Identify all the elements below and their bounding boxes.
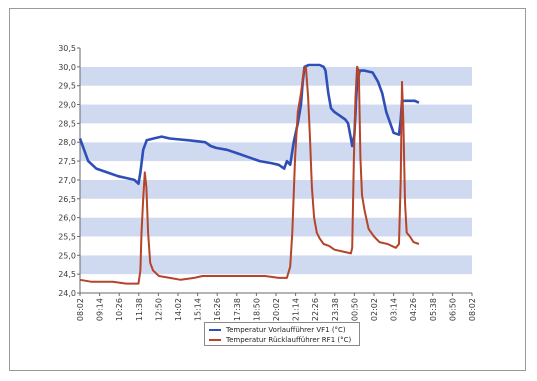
x-tick-label: 08:02 <box>76 298 85 321</box>
x-tick-labels: 08:02 09:14 10:26 11:38 12:50 14:02 15:14 16:26… <box>76 293 477 321</box>
grid-band <box>80 142 472 162</box>
grid-bands <box>80 48 472 293</box>
y-tick-label: 30,0 <box>58 63 76 72</box>
y-tick-label: 25,0 <box>58 251 76 260</box>
legend-label-vf1: Temperatur Vorlaufführer VF1 (°C) <box>226 326 346 334</box>
x-tick-label: 17:38 <box>233 298 242 321</box>
legend: Temperatur Vorlaufführer VF1 (°C) Temper… <box>204 322 360 346</box>
legend-swatch-rf1 <box>209 339 221 341</box>
x-tick-label: 11:38 <box>135 298 144 321</box>
grid-band <box>80 161 472 180</box>
y-tick-label: 28,5 <box>58 119 76 128</box>
x-tick-label: 02:02 <box>370 298 379 321</box>
legend-swatch-vf1 <box>209 329 221 331</box>
grid-band <box>80 217 472 237</box>
grid-band <box>80 255 472 275</box>
x-tick-label: 06:50 <box>448 298 457 321</box>
legend-item-vf1: Temperatur Vorlaufführer VF1 (°C) <box>209 325 355 335</box>
y-tick-label: 24,5 <box>58 270 76 279</box>
x-tick-label: 21:14 <box>292 298 301 321</box>
y-tick-label: 28,0 <box>58 138 76 147</box>
y-tick-label: 24,0 <box>58 289 76 298</box>
grid-band <box>80 66 472 86</box>
x-tick-label: 14:02 <box>174 298 183 321</box>
x-tick-label: 23:38 <box>331 298 340 321</box>
y-tick-label: 29,5 <box>58 82 76 91</box>
grid-band <box>80 179 472 199</box>
x-tick-label: 08:02 <box>468 298 477 321</box>
legend-label-rf1: Temperatur Rücklaufführer RF1 (°C) <box>226 336 352 344</box>
x-tick-label: 05:38 <box>429 298 438 321</box>
y-tick-label: 30,5 <box>58 44 76 53</box>
x-tick-label: 16:26 <box>213 298 222 321</box>
y-tick-label: 26,5 <box>58 195 76 204</box>
grid-band <box>80 236 472 256</box>
series-lines <box>78 63 420 285</box>
y-tick-labels: 24,0 24,5 25,0 25,5 26,0 26,5 27,0 27,5 28,0 28,5… <box>58 44 80 298</box>
y-tick-label: 29,0 <box>58 101 76 110</box>
y-tick-label: 27,5 <box>58 157 76 166</box>
legend-item-rf1: Temperatur Rücklaufführer RF1 (°C) <box>209 335 355 345</box>
x-tick-label: 15:14 <box>194 298 203 321</box>
grid-band <box>80 85 472 105</box>
x-tick-label: 22:26 <box>311 298 320 321</box>
y-tick-label: 27,0 <box>58 176 76 185</box>
x-tick-label: 18:50 <box>252 298 261 321</box>
grid-band <box>80 198 472 218</box>
x-tick-label: 09:14 <box>96 298 105 321</box>
y-tick-label: 26,0 <box>58 214 76 223</box>
x-tick-label: 12:50 <box>154 298 163 321</box>
x-tick-label: 10:26 <box>115 298 124 321</box>
y-tick-label: 25,5 <box>58 232 76 241</box>
x-tick-label: 04:26 <box>409 298 418 321</box>
grid-band <box>80 104 472 124</box>
x-tick-label: 00:50 <box>350 298 359 321</box>
grid-band <box>80 123 472 143</box>
x-tick-label: 20:02 <box>272 298 281 321</box>
x-tick-label: 03:14 <box>390 298 399 321</box>
series-line-rf1 <box>79 65 420 285</box>
grid-band <box>80 48 472 67</box>
